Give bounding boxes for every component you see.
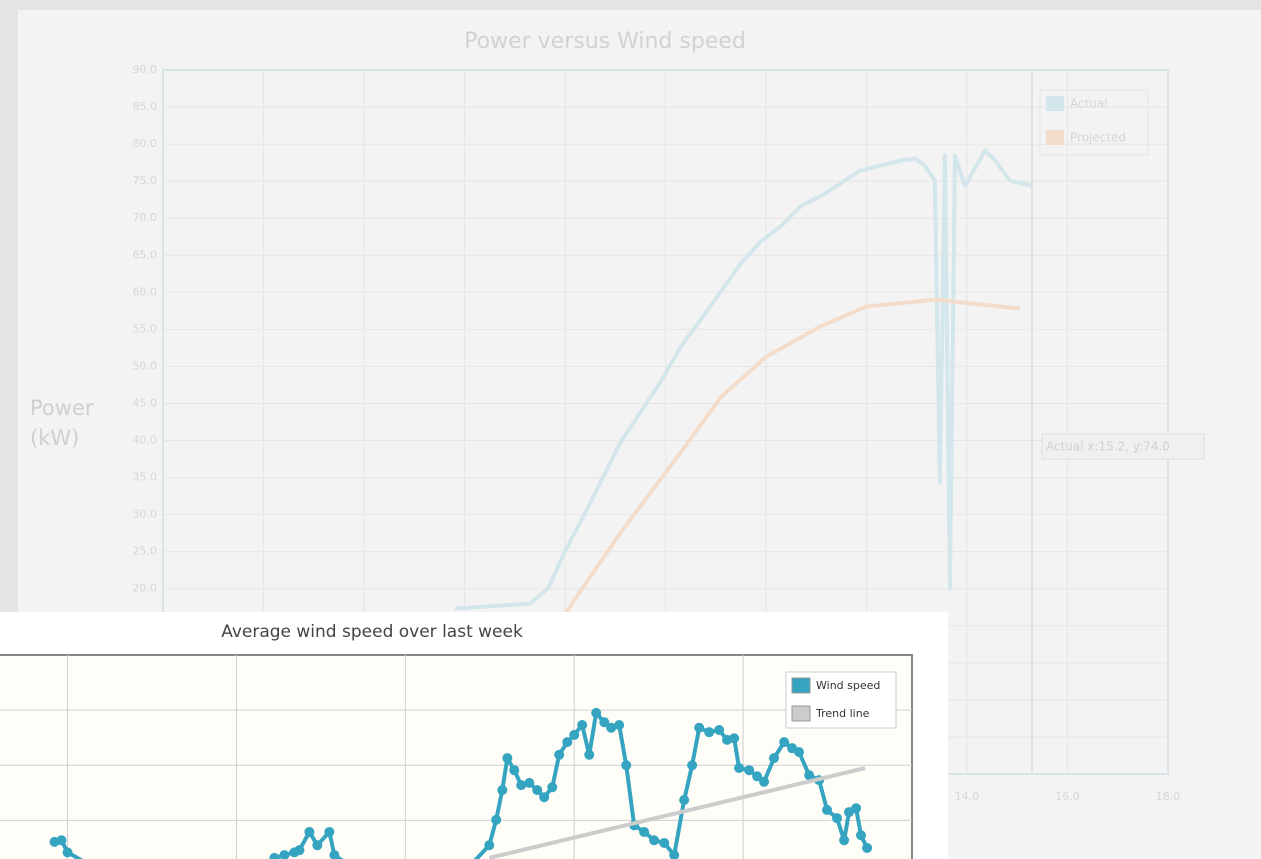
- chart-title: Power versus Wind speed: [464, 29, 746, 54]
- y-tick-label: 80.0: [133, 137, 158, 150]
- legend-swatch: [791, 705, 811, 722]
- data-point: [509, 765, 520, 776]
- data-point: [312, 840, 323, 851]
- data-point: [614, 720, 625, 731]
- y-tick-label: 40.0: [133, 434, 158, 447]
- series-line: [563, 297, 1020, 615]
- data-point: [669, 850, 680, 859]
- y-tick-label: 85.0: [133, 100, 158, 113]
- x-tick-label: 16.0: [1055, 790, 1080, 803]
- chart-title: Average wind speed over last week: [221, 622, 523, 642]
- data-point: [694, 722, 705, 733]
- data-point: [279, 850, 290, 859]
- data-point: [539, 792, 550, 803]
- data-point: [832, 813, 843, 824]
- data-point: [294, 845, 305, 856]
- data-point: [851, 803, 862, 814]
- data-point: [714, 724, 725, 735]
- legend-label: Projected: [1070, 131, 1126, 145]
- x-tick-label: 14.0: [955, 790, 980, 803]
- data-point: [584, 749, 595, 760]
- data-point: [779, 737, 790, 748]
- data-point: [269, 852, 280, 859]
- data-point: [839, 835, 850, 846]
- data-point: [687, 760, 698, 771]
- data-point: [577, 720, 588, 731]
- data-point: [659, 837, 670, 848]
- data-point: [532, 785, 543, 796]
- data-point: [822, 804, 833, 815]
- data-point: [606, 722, 617, 733]
- data-point: [759, 776, 770, 787]
- data-point: [547, 782, 558, 793]
- y-tick-label: 90.0: [133, 63, 158, 76]
- y-axis-label: Power (kW): [30, 396, 94, 450]
- chart-2: Wind speed Trend line: [0, 655, 912, 859]
- data-point: [484, 840, 495, 851]
- data-point: [56, 835, 67, 846]
- y-tick-label: 50.0: [133, 359, 158, 372]
- data-point: [862, 842, 873, 853]
- x-tick-label: 18.0: [1156, 790, 1181, 803]
- data-point: [491, 814, 502, 825]
- data-point: [734, 763, 745, 774]
- data-point: [329, 850, 340, 859]
- y-tick-label: 45.0: [133, 396, 158, 409]
- y-tick-label: 75.0: [133, 174, 158, 187]
- tooltip-box: [1041, 433, 1205, 460]
- data-point: [794, 747, 805, 758]
- data-point: [591, 707, 602, 718]
- data-point: [649, 835, 660, 846]
- data-point: [621, 760, 632, 771]
- data-point: [599, 717, 610, 728]
- y-tick-label: 30.0: [133, 508, 158, 521]
- data-point: [562, 737, 573, 748]
- legend-label: Wind speed: [816, 679, 880, 692]
- data-point: [502, 753, 513, 764]
- legend-swatch: [791, 677, 811, 694]
- data-point: [679, 794, 690, 805]
- data-point: [769, 753, 780, 764]
- y-tick-label: 35.0: [133, 471, 158, 484]
- data-point: [497, 785, 508, 796]
- y-tick-label: 55.0: [133, 322, 158, 335]
- legend-box: [1039, 89, 1149, 156]
- plot: [454, 148, 1033, 615]
- data-point: [304, 826, 315, 837]
- data-point: [62, 847, 73, 858]
- tooltip: Actual x:15.2, y:74.0: [1046, 440, 1170, 454]
- legend-label: Actual: [1070, 97, 1108, 111]
- data-point: [855, 830, 866, 841]
- y-tick-label: 70.0: [133, 211, 158, 224]
- y-tick-label: 60.0: [133, 285, 158, 298]
- data-point: [324, 826, 335, 837]
- plot-area: [0, 654, 913, 859]
- data-point: [554, 749, 565, 760]
- data-point: [704, 727, 715, 738]
- y-tick-label: 25.0: [133, 545, 158, 558]
- legend-swatch: [1046, 96, 1064, 111]
- legend-label: Trend line: [815, 707, 870, 720]
- series-line: [488, 766, 866, 859]
- data-point: [516, 780, 527, 791]
- data-point: [752, 771, 763, 782]
- data-point: [744, 765, 755, 776]
- y-tick-label: 65.0: [133, 248, 158, 261]
- plot: [49, 707, 873, 859]
- data-point: [524, 777, 535, 788]
- data-point: [639, 826, 650, 837]
- data-point: [804, 770, 815, 781]
- data-point: [569, 729, 580, 740]
- legend-swatch: [1046, 130, 1064, 145]
- y-tick-label: 20.0: [133, 582, 158, 595]
- data-point: [729, 733, 740, 744]
